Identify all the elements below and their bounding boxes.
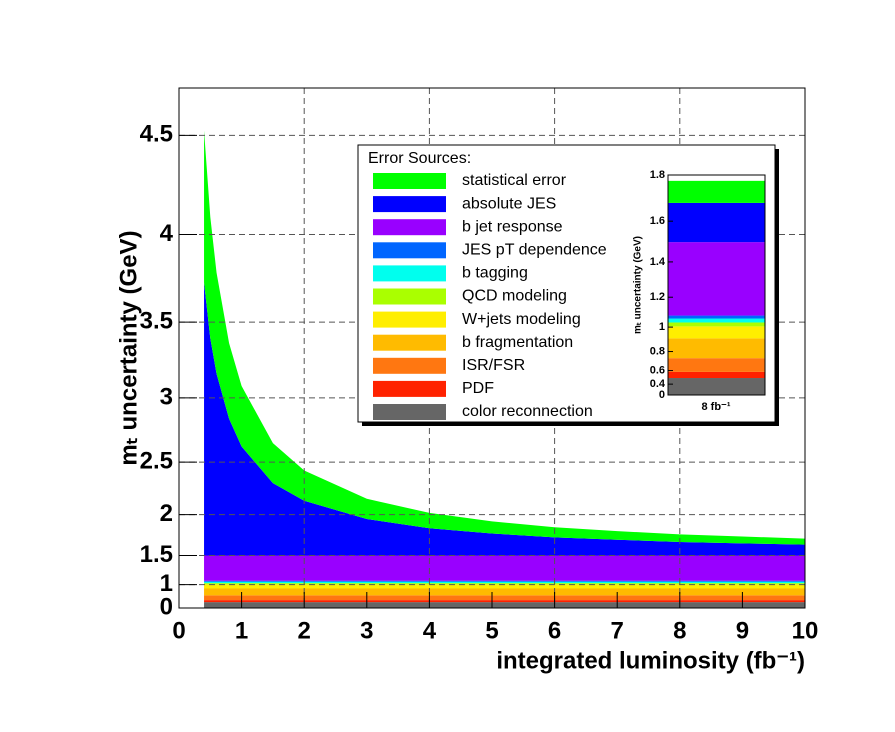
legend-label: color reconnection <box>462 403 593 420</box>
legend-label: b tagging <box>462 265 528 282</box>
legend-swatch <box>373 196 446 213</box>
y-tick-label: 1 <box>160 570 173 597</box>
area <box>204 602 806 608</box>
inset-frame <box>667 174 766 396</box>
legend-swatch <box>373 357 446 374</box>
y-tick-label: 2 <box>160 500 173 527</box>
x-tick-label: 3 <box>360 617 373 644</box>
bar-segment <box>668 326 765 339</box>
x-tick-label: 1 <box>235 617 248 644</box>
area <box>204 555 806 581</box>
y-tick-label: 0 <box>659 389 665 401</box>
bar-segment <box>668 318 765 323</box>
legend-label: QCD modeling <box>462 288 567 305</box>
bar-segment <box>668 371 765 379</box>
y-tick-label: 1.2 <box>650 291 665 303</box>
legend-swatch <box>373 334 446 351</box>
x-tick-label: 8 <box>673 617 686 644</box>
bar-segment <box>668 338 765 359</box>
legend-swatch <box>373 380 446 397</box>
area <box>204 282 806 556</box>
y-tick-label: 3 <box>160 383 173 410</box>
y-tick-label: 3.5 <box>140 307 173 334</box>
x-tick-label: 5 <box>485 617 498 644</box>
frame <box>178 87 806 609</box>
area <box>204 588 806 596</box>
y-tick-label: 2.5 <box>140 447 173 474</box>
bar-segment <box>668 180 765 203</box>
bar-segment <box>668 202 765 243</box>
legend-swatch <box>373 311 446 328</box>
area <box>204 584 806 589</box>
legend-label: JES pT dependence <box>462 242 607 259</box>
y-tick-label: 1.4 <box>650 256 666 268</box>
legend-swatch <box>373 219 446 236</box>
inset-category: 8 fb⁻¹ <box>701 401 730 413</box>
y-tick-label: 0.6 <box>650 364 665 376</box>
x-tick-label: 9 <box>736 617 749 644</box>
legend-label: ISR/FSR <box>462 357 525 374</box>
y-tick-label: 1.5 <box>140 541 173 568</box>
legend-swatch <box>373 404 446 420</box>
x-tick-label: 4 <box>423 617 437 644</box>
inset-y-label: mₜ uncertainty (GeV) <box>633 236 644 334</box>
area <box>204 600 806 603</box>
x-tick-label: 7 <box>611 617 624 644</box>
y-tick-label: 0.8 <box>650 345 665 357</box>
area <box>204 583 806 585</box>
legend-label: statistical error <box>462 172 567 189</box>
legend-label: b jet response <box>462 218 563 235</box>
area <box>204 581 806 584</box>
x-tick-label: 0 <box>172 617 185 644</box>
y-tick-label: 0 <box>160 593 173 620</box>
y-tick-label: 4.5 <box>140 121 173 148</box>
legend-swatch <box>373 288 446 305</box>
legend-swatch <box>373 242 446 259</box>
y-tick-label: 1.6 <box>650 215 665 227</box>
x-tick-label: 2 <box>298 617 311 644</box>
bar-segment <box>668 242 765 316</box>
y-tick-label: 0.4 <box>650 378 666 390</box>
legend-label: W+jets modeling <box>462 311 581 328</box>
y-axis-label: mₜ uncertainty (GeV) <box>115 230 142 465</box>
legend-title: Error Sources: <box>368 150 471 167</box>
legend-swatch <box>373 173 446 189</box>
legend-label: absolute JES <box>462 195 556 212</box>
legend-label: b fragmentation <box>462 334 573 351</box>
bar-segment <box>668 378 765 395</box>
inset: 00.4 0.6 0.8 1 1.2 1.4 1.6 1.8 <box>650 169 765 401</box>
y-tick-label: 1 <box>659 321 665 333</box>
area <box>204 595 806 601</box>
bar-segment <box>668 315 765 319</box>
legend-label: PDF <box>462 380 494 397</box>
legend-swatch <box>373 265 446 282</box>
x-axis-label: integrated luminosity (fb⁻¹) <box>496 647 805 674</box>
y-tick-label: 4 <box>160 220 174 247</box>
y-tick-label: 1.8 <box>650 169 665 181</box>
bar-segment <box>668 358 765 372</box>
bar-segment <box>668 322 765 327</box>
area <box>204 580 806 582</box>
x-tick-label: 10 <box>792 617 819 644</box>
x-tick-label: 6 <box>548 617 561 644</box>
